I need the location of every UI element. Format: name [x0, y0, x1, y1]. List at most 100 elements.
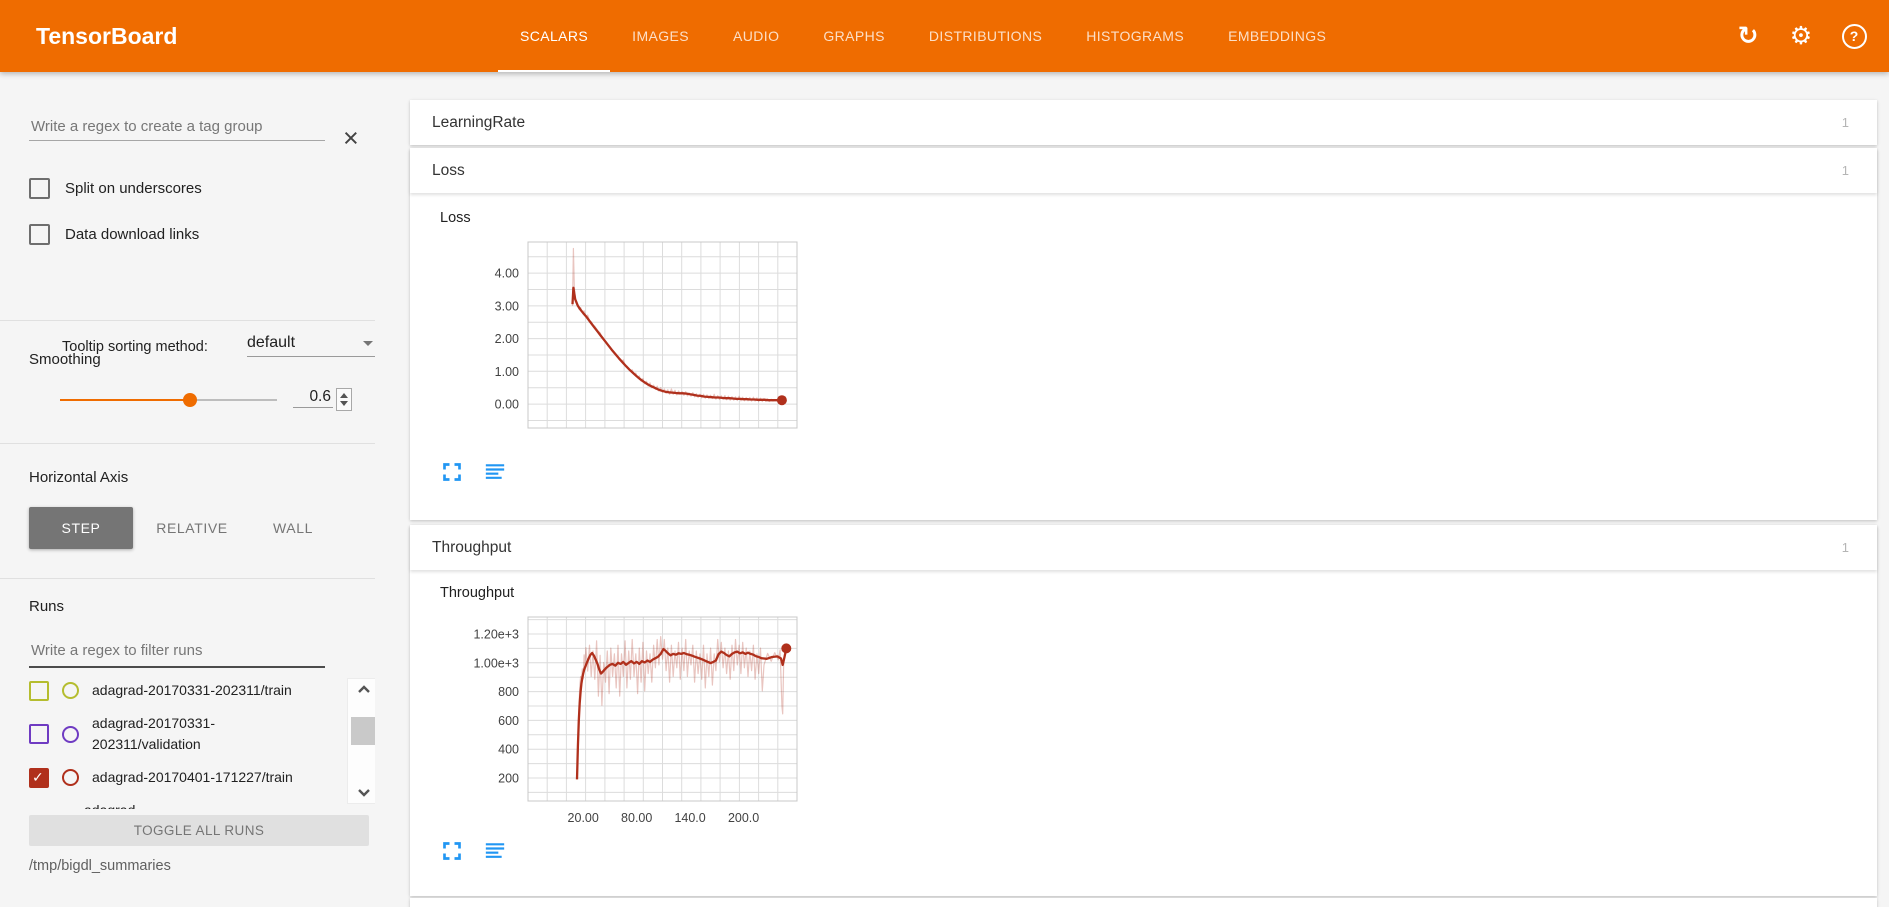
- fullscreen-icon[interactable]: [442, 841, 462, 861]
- divider: [0, 443, 375, 444]
- option-data-download: Data download links: [29, 224, 199, 245]
- close-icon[interactable]: ×: [343, 123, 359, 153]
- run-row: adagrad-20170331-202311/validation: [29, 713, 347, 756]
- section-title: Throughput: [432, 539, 512, 556]
- throughput-chart[interactable]: 1.20e+3 1.00e+3 800 600 400 200 20.00 80.00 140.…: [440, 609, 810, 837]
- smoothing-label: Smoothing: [29, 351, 101, 368]
- svg-text:200.0: 200.0: [728, 811, 759, 825]
- section-title: Loss: [432, 162, 465, 179]
- section-count-badge: 1: [1841, 163, 1849, 178]
- svg-text:20.00: 20.00: [568, 811, 599, 825]
- nav-tabs: SCALARS IMAGES AUDIO GRAPHS DISTRIBUTION…: [498, 0, 1348, 72]
- section-header-loss[interactable]: Loss 1: [410, 148, 1877, 193]
- run-checkbox[interactable]: ✓: [29, 767, 49, 788]
- data-table-icon[interactable]: [485, 462, 505, 482]
- check-icon: ✓: [32, 768, 44, 785]
- svg-text:800: 800: [498, 685, 519, 699]
- tab-distributions[interactable]: DISTRIBUTIONS: [928, 28, 1043, 44]
- run-list: adagrad-20170331-202311/train adagrad-20…: [29, 680, 347, 817]
- option-split-underscores: Split on underscores: [29, 178, 202, 199]
- svg-text:3.00: 3.00: [495, 299, 519, 313]
- smoothing-slider[interactable]: [60, 393, 277, 407]
- scroll-down-icon[interactable]: [357, 788, 371, 798]
- section-loss: Loss 1 Loss 4.00 3.00 2.00 1.00 0.00: [410, 148, 1877, 520]
- smoothing-stepper[interactable]: [336, 388, 352, 411]
- main-content: LearningRate 1 Loss 1 Loss 4.00 3.00 2.00 1…: [375, 72, 1889, 907]
- tab-histograms[interactable]: HISTOGRAMS: [1086, 28, 1185, 44]
- app-header: TensorBoard SCALARS IMAGES AUDIO GRAPHS …: [0, 0, 1889, 72]
- run-checkbox[interactable]: [29, 680, 49, 701]
- divider: [0, 320, 375, 321]
- runs-title: Runs: [29, 598, 65, 615]
- horizontal-axis-label: Horizontal Axis: [29, 469, 129, 486]
- svg-text:4.00: 4.00: [495, 267, 519, 281]
- tab-images[interactable]: IMAGES: [632, 28, 690, 44]
- svg-text:1.00e+3: 1.00e+3: [473, 656, 519, 670]
- loss-chart[interactable]: 4.00 3.00 2.00 1.00 0.00: [440, 236, 810, 436]
- run-color-swatch: [62, 725, 79, 743]
- run-color-swatch: [62, 769, 79, 787]
- spinner-down-icon[interactable]: [340, 401, 348, 407]
- data-table-icon[interactable]: [485, 841, 505, 861]
- chart-actions: [442, 462, 505, 482]
- chart-title-loss: Loss: [440, 210, 471, 226]
- tag-filter-input[interactable]: [29, 112, 325, 141]
- log-directory-path: /tmp/bigdl_summaries: [29, 858, 171, 874]
- svg-text:600: 600: [498, 714, 519, 728]
- run-filter-input[interactable]: [29, 634, 325, 668]
- run-name: adagrad-20170331-202311/train: [92, 682, 292, 698]
- svg-text:400: 400: [498, 743, 519, 757]
- svg-text:1.00: 1.00: [495, 365, 519, 379]
- smoothing-value-input[interactable]: [293, 387, 333, 408]
- help-icon[interactable]: ?: [1841, 23, 1867, 49]
- fullscreen-icon[interactable]: [442, 462, 462, 482]
- run-checkbox[interactable]: [29, 724, 49, 745]
- svg-text:2.00: 2.00: [495, 332, 519, 346]
- tab-scalars[interactable]: SCALARS: [498, 0, 611, 72]
- settings-icon[interactable]: ⚙: [1789, 21, 1813, 50]
- run-row: adagrad-20170331-202311/train: [29, 680, 347, 702]
- svg-text:80.00: 80.00: [621, 811, 652, 825]
- section-title: LearningRate: [432, 114, 526, 131]
- checkbox-label: Split on underscores: [65, 180, 202, 197]
- axis-relative-button[interactable]: RELATIVE: [156, 520, 228, 536]
- divider: [0, 578, 375, 579]
- tab-graphs[interactable]: GRAPHS: [823, 28, 885, 44]
- section-count-badge: 1: [1841, 540, 1849, 555]
- svg-text:1.20e+3: 1.20e+3: [473, 628, 519, 642]
- chart-actions: [442, 841, 505, 861]
- split-underscores-checkbox[interactable]: [29, 178, 50, 199]
- tooltip-sorting-dropdown[interactable]: default: [247, 330, 375, 357]
- spinner-up-icon[interactable]: [340, 392, 348, 398]
- run-color-swatch: [62, 682, 79, 700]
- slider-fill: [60, 399, 191, 401]
- scroll-up-icon[interactable]: [357, 684, 371, 694]
- tab-embeddings[interactable]: EMBEDDINGS: [1228, 28, 1327, 44]
- tooltip-sorting-label: Tooltip sorting method:: [62, 339, 208, 355]
- section-count-badge: 1: [1841, 115, 1849, 130]
- header-actions: ↻ ⚙ ?: [1735, 0, 1867, 72]
- svg-text:140.0: 140.0: [674, 811, 705, 825]
- toggle-all-runs-button[interactable]: TOGGLE ALL RUNS: [29, 815, 369, 846]
- axis-step-button[interactable]: STEP: [29, 507, 133, 549]
- checkbox-label: Data download links: [65, 226, 200, 243]
- section-learningrate: LearningRate 1: [410, 100, 1877, 145]
- horizontal-axis-buttons: STEP RELATIVE WALL: [29, 507, 335, 549]
- section-header-learningrate[interactable]: LearningRate 1: [410, 100, 1877, 145]
- chart-title-throughput: Throughput: [440, 585, 515, 601]
- section-header-throughput[interactable]: Throughput 1: [410, 525, 1877, 570]
- refresh-icon[interactable]: ↻: [1737, 21, 1759, 50]
- scrollbar-thumb[interactable]: [351, 717, 377, 745]
- tooltip-sorting-value: default: [247, 334, 296, 351]
- slider-thumb[interactable]: [183, 393, 198, 407]
- run-name: adagrad-20170401-171227/train: [92, 769, 293, 786]
- run-name: adagrad-: [84, 800, 302, 809]
- sidebar: × Split on underscores Data download lin…: [0, 72, 381, 907]
- run-name: adagrad-20170331-202311/validation: [92, 714, 215, 753]
- axis-wall-button[interactable]: WALL: [272, 520, 313, 536]
- tab-audio[interactable]: AUDIO: [733, 28, 780, 44]
- run-row: ✓ adagrad-20170401-171227/train: [29, 767, 347, 789]
- data-download-checkbox[interactable]: [29, 224, 50, 245]
- section-throughput: Throughput 1 Throughput 1.20e+3 1.00e+3 80…: [410, 525, 1877, 896]
